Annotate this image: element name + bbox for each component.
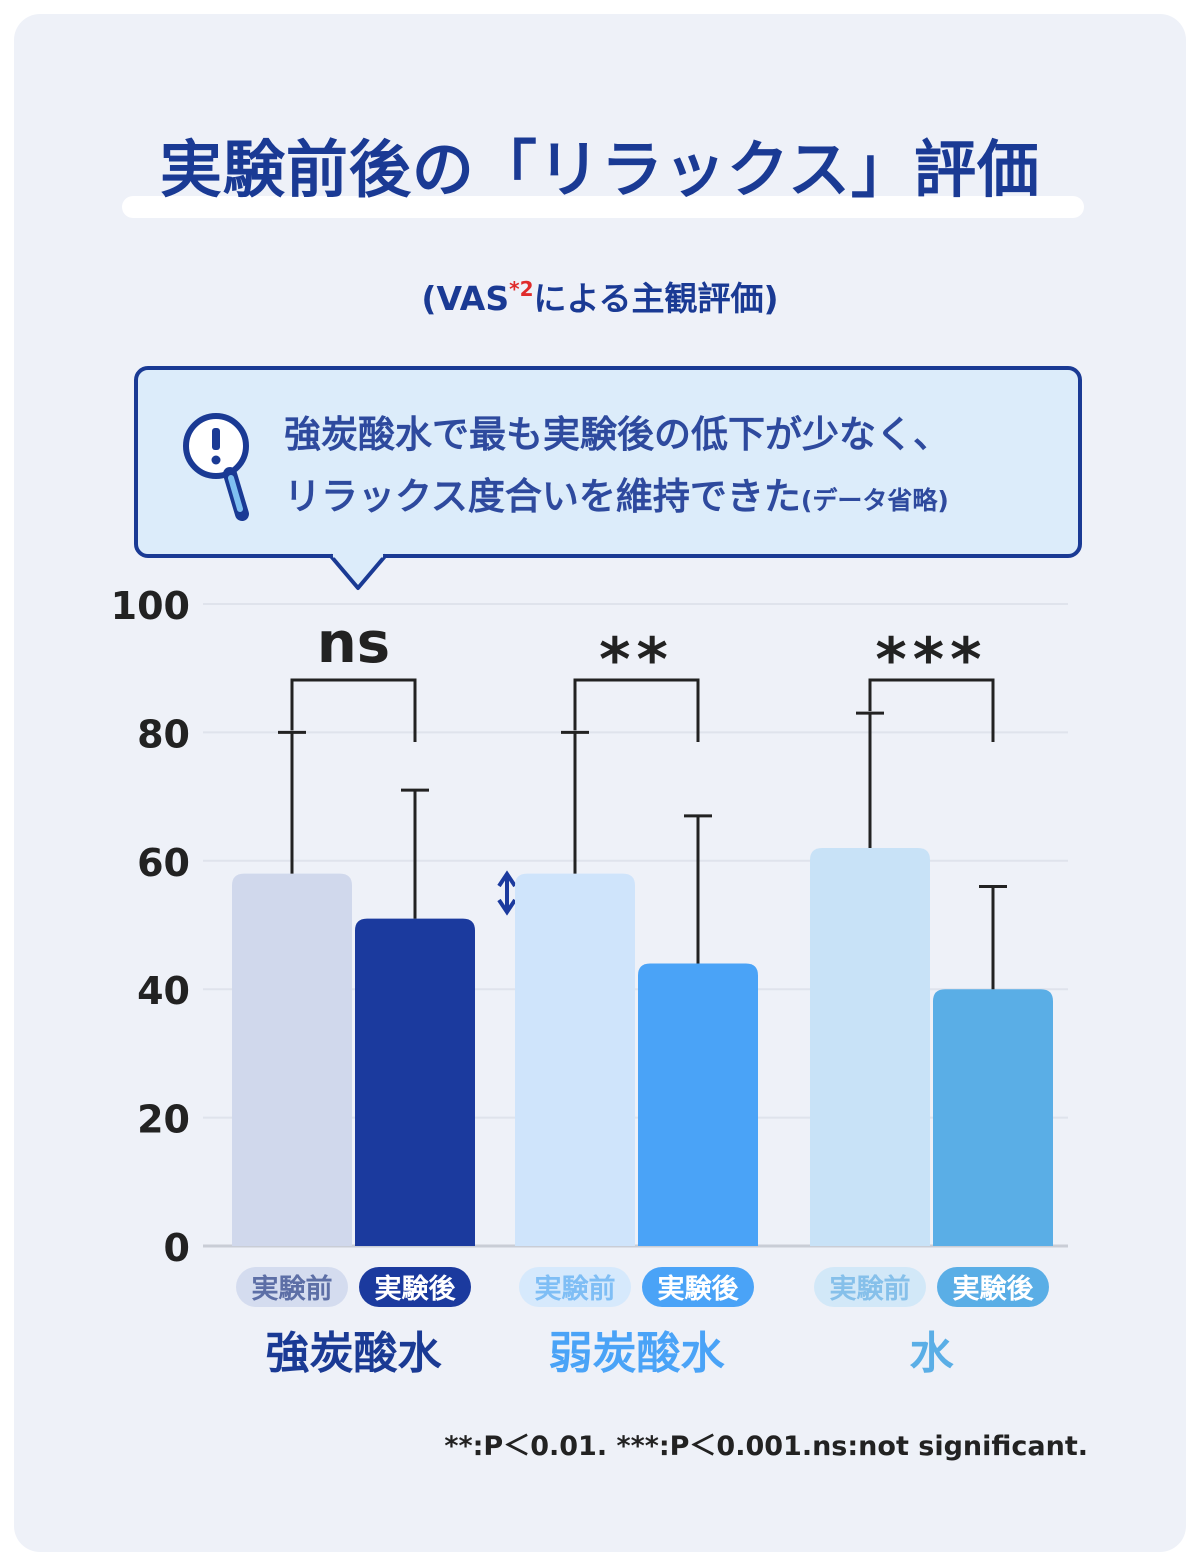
significance-label: **: [599, 625, 674, 695]
magnifier-exclamation-icon: [183, 413, 249, 521]
callout-line-2-note: (データ省略): [800, 486, 949, 515]
bar-label: 実験後: [375, 1273, 457, 1305]
bar-label-pill: [519, 1267, 631, 1307]
callout-line-1: 強炭酸水で最も実験後の低下が少なく、: [284, 413, 950, 456]
y-tick-label: 60: [137, 841, 190, 885]
callout-text: 強炭酸水で最も実験後の低下が少なく、 リラックス度合いを維持できた(データ省略): [284, 404, 1064, 532]
callout-line-2-main: リラックス度合いを維持できた: [284, 475, 801, 518]
bar: [515, 873, 635, 1246]
subtitle-footnote-mark: *2: [509, 277, 534, 301]
bar: [638, 963, 758, 1246]
significance-footnote: **:P＜0.01. ***:P＜0.001.ns:not significan…: [444, 1431, 1088, 1462]
bar-label-pill: [359, 1267, 471, 1307]
y-tick-label: 20: [137, 1098, 190, 1142]
significance-label: ns: [317, 611, 390, 676]
bar-label: 実験前: [252, 1273, 333, 1305]
chart-title: 実験前後の「リラックス」評価: [159, 133, 1041, 206]
bar-label-pill: [642, 1267, 754, 1307]
y-tick-label: 80: [137, 712, 190, 756]
subtitle-suffix: による主観評価): [533, 279, 779, 318]
callout-box: 強炭酸水で最も実験後の低下が少なく、 リラックス度合いを維持できた(データ省略): [134, 366, 1082, 558]
group-name: 強炭酸水: [266, 1328, 443, 1379]
bar: [232, 873, 352, 1246]
bar-label: 実験後: [953, 1273, 1035, 1305]
bar-label-pill: [937, 1267, 1049, 1307]
title-block: 実験前後の「リラックス」評価: [0, 128, 1200, 228]
bar: [933, 989, 1053, 1246]
significance-bracket: [868, 678, 995, 742]
difference-arrow-icon: [497, 870, 517, 916]
bar-label-pill: [814, 1267, 926, 1307]
title-highlight: [122, 196, 1084, 218]
bar-label: 実験前: [535, 1273, 616, 1305]
bar-label-pill: [236, 1267, 348, 1307]
y-tick-label: 100: [111, 584, 190, 628]
significance-bracket: [290, 678, 417, 742]
significance-label: ***: [875, 625, 987, 695]
significance-bracket: [573, 678, 700, 742]
callout-line-2: リラックス度合いを維持できた(データ省略): [284, 466, 1064, 532]
y-tick-label: 40: [137, 969, 190, 1013]
bar-label: 実験前: [830, 1273, 911, 1305]
subtitle-prefix: (VAS: [421, 279, 510, 318]
group-name: 弱炭酸水: [549, 1328, 726, 1379]
y-tick-label: 0: [164, 1226, 190, 1270]
chart-subtitle: (VAS*2による主観評価): [0, 264, 1200, 324]
bar-label: 実験後: [658, 1273, 740, 1305]
bar: [355, 918, 475, 1246]
bar: [810, 847, 930, 1246]
group-name: 水: [910, 1328, 955, 1379]
